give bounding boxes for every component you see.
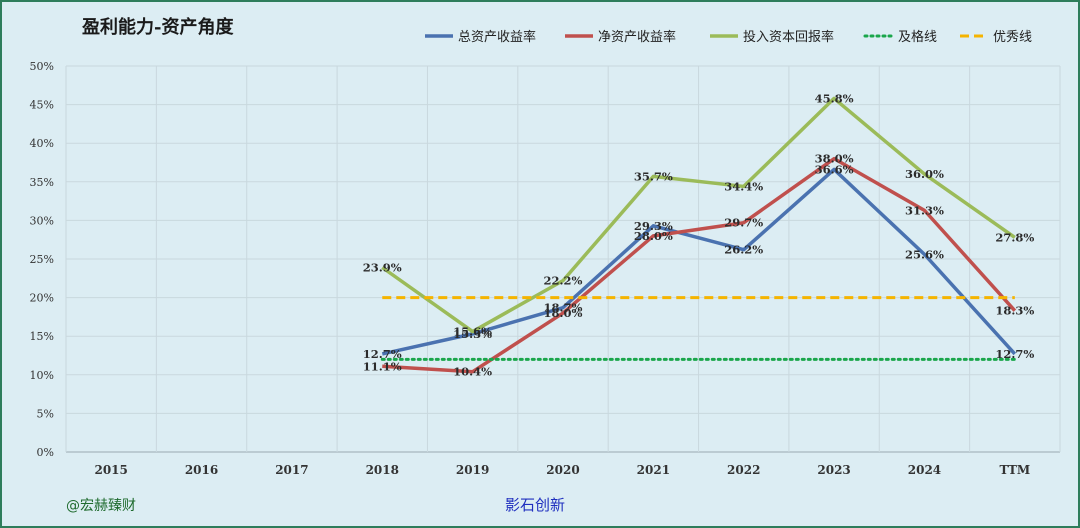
legend-label-1: 净资产收益率 — [598, 29, 676, 45]
data-label: 38.0% — [815, 152, 854, 166]
data-label: 23.9% — [363, 260, 402, 274]
data-label: 36.6% — [815, 162, 854, 176]
watermark-center: 影石创新 — [505, 496, 565, 514]
x-tick-label: 2018 — [366, 463, 399, 477]
x-tick-label: TTM — [999, 463, 1030, 477]
x-tick-label: 2017 — [275, 463, 308, 477]
series-layer — [380, 96, 1017, 374]
x-tick-label: 2015 — [94, 463, 127, 477]
y-tick-label: 5% — [37, 407, 54, 420]
y-tick-label: 0% — [37, 446, 54, 459]
data-label: 34.4% — [724, 179, 763, 193]
legend-label-0: 总资产收益率 — [458, 29, 536, 45]
label-layer: 12.7% 15.3% 18.7% 29.3% 26.2% 36.6% 25.6% 12.7%… — [363, 91, 1035, 378]
data-label: 36.0% — [905, 167, 944, 181]
y-tick-label: 25% — [30, 253, 54, 266]
data-label: 15.3% — [453, 327, 492, 341]
legend-label-2: 投入资本回报率 — [743, 29, 834, 45]
data-label: 28.0% — [634, 229, 673, 243]
data-label: 18.0% — [544, 306, 583, 320]
data-label: 26.2% — [724, 243, 763, 257]
x-tick-label: 2020 — [546, 463, 579, 477]
y-tick-label: 40% — [30, 137, 54, 150]
x-tick-label: 2022 — [727, 463, 760, 477]
data-label: 35.7% — [634, 169, 673, 183]
data-label: 27.8% — [995, 230, 1034, 244]
series-line-1 — [382, 156, 1017, 374]
data-label: 29.3% — [634, 219, 673, 233]
y-tick-label: 10% — [30, 369, 54, 382]
x-tick-label: 2021 — [637, 463, 670, 477]
data-label: 15.6% — [453, 325, 492, 339]
x-tick-label: 2016 — [185, 463, 218, 477]
series-line-0 — [381, 167, 1017, 356]
x-tick-label: 2019 — [456, 463, 489, 477]
axis-layer: 0% 5% 10% 15% 20% 25% 30% 35% 40% 45% 50% 2015 2016 2… — [30, 60, 1031, 477]
x-tick-label: 2024 — [908, 463, 941, 477]
grid-layer — [65, 65, 1061, 453]
data-label: 22.2% — [544, 274, 583, 288]
data-label: 11.1% — [363, 359, 402, 373]
y-tick-label: 15% — [30, 330, 54, 343]
data-label: 31.3% — [905, 203, 944, 217]
data-label: 18.7% — [544, 301, 583, 315]
data-label: 12.7% — [995, 347, 1034, 361]
data-label: 29.7% — [724, 216, 763, 230]
data-label: 25.6% — [905, 247, 944, 261]
x-tick-label: 2023 — [817, 463, 850, 477]
watermark-left: @宏赫臻财 — [66, 498, 136, 514]
y-tick-label: 45% — [30, 99, 54, 112]
legend-label-4: 优秀线 — [993, 30, 1032, 45]
data-label: 12.7% — [363, 347, 402, 361]
legend: 总资产收益率 净资产收益率 投入资本回报率 及格线 优秀线 — [425, 29, 1032, 45]
data-label: 10.4% — [453, 365, 492, 379]
y-tick-label: 50% — [30, 60, 54, 73]
y-tick-label: 20% — [30, 292, 54, 305]
data-label: 45.8% — [815, 91, 854, 105]
legend-label-3: 及格线 — [898, 29, 937, 45]
series-line-2 — [381, 96, 1016, 334]
y-tick-label: 30% — [30, 214, 54, 227]
chart-title: 盈利能力-资产角度 — [81, 16, 234, 38]
data-label: 18.3% — [995, 304, 1034, 318]
y-tick-label: 35% — [30, 176, 54, 189]
